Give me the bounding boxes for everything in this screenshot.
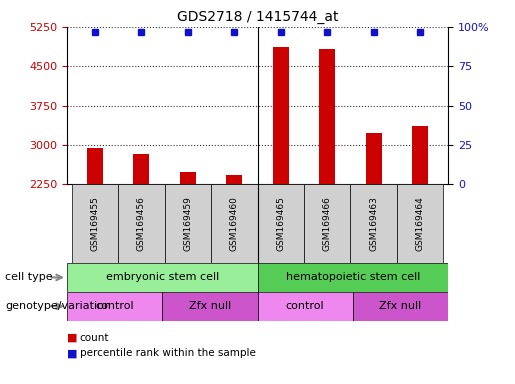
Text: GSM169460: GSM169460: [230, 196, 239, 251]
Text: GSM169455: GSM169455: [90, 196, 99, 251]
Text: ■: ■: [67, 348, 77, 358]
Text: genotype/variation: genotype/variation: [5, 301, 111, 311]
Text: embryonic stem cell: embryonic stem cell: [106, 272, 219, 283]
Bar: [304, 184, 350, 263]
Title: GDS2718 / 1415744_at: GDS2718 / 1415744_at: [177, 10, 338, 25]
Bar: [226, 175, 243, 184]
Bar: [211, 184, 258, 263]
Text: percentile rank within the sample: percentile rank within the sample: [80, 348, 256, 358]
Bar: [366, 133, 382, 184]
Bar: [133, 154, 149, 184]
Text: count: count: [80, 333, 109, 343]
Text: GSM169465: GSM169465: [276, 196, 285, 251]
Text: GSM169459: GSM169459: [183, 196, 192, 251]
Bar: [272, 47, 289, 184]
Bar: [397, 184, 443, 263]
Bar: [412, 126, 428, 184]
Text: GSM169466: GSM169466: [323, 196, 332, 251]
Bar: [258, 184, 304, 263]
Bar: [258, 292, 353, 321]
Text: Zfx null: Zfx null: [188, 301, 231, 311]
Bar: [165, 184, 211, 263]
Text: GSM169456: GSM169456: [137, 196, 146, 251]
Bar: [180, 172, 196, 184]
Bar: [162, 292, 258, 321]
Bar: [87, 147, 103, 184]
Bar: [353, 292, 448, 321]
Text: control: control: [95, 301, 134, 311]
Bar: [67, 292, 162, 321]
Text: hematopoietic stem cell: hematopoietic stem cell: [286, 272, 420, 283]
Bar: [350, 184, 397, 263]
Text: Zfx null: Zfx null: [379, 301, 422, 311]
Text: GSM169463: GSM169463: [369, 196, 378, 251]
Text: ■: ■: [67, 333, 77, 343]
Bar: [118, 184, 165, 263]
Bar: [72, 184, 118, 263]
Bar: [258, 263, 448, 292]
Bar: [67, 263, 258, 292]
Text: cell type: cell type: [5, 272, 53, 283]
Text: GSM169464: GSM169464: [416, 196, 425, 251]
Text: control: control: [286, 301, 324, 311]
Bar: [319, 50, 335, 184]
